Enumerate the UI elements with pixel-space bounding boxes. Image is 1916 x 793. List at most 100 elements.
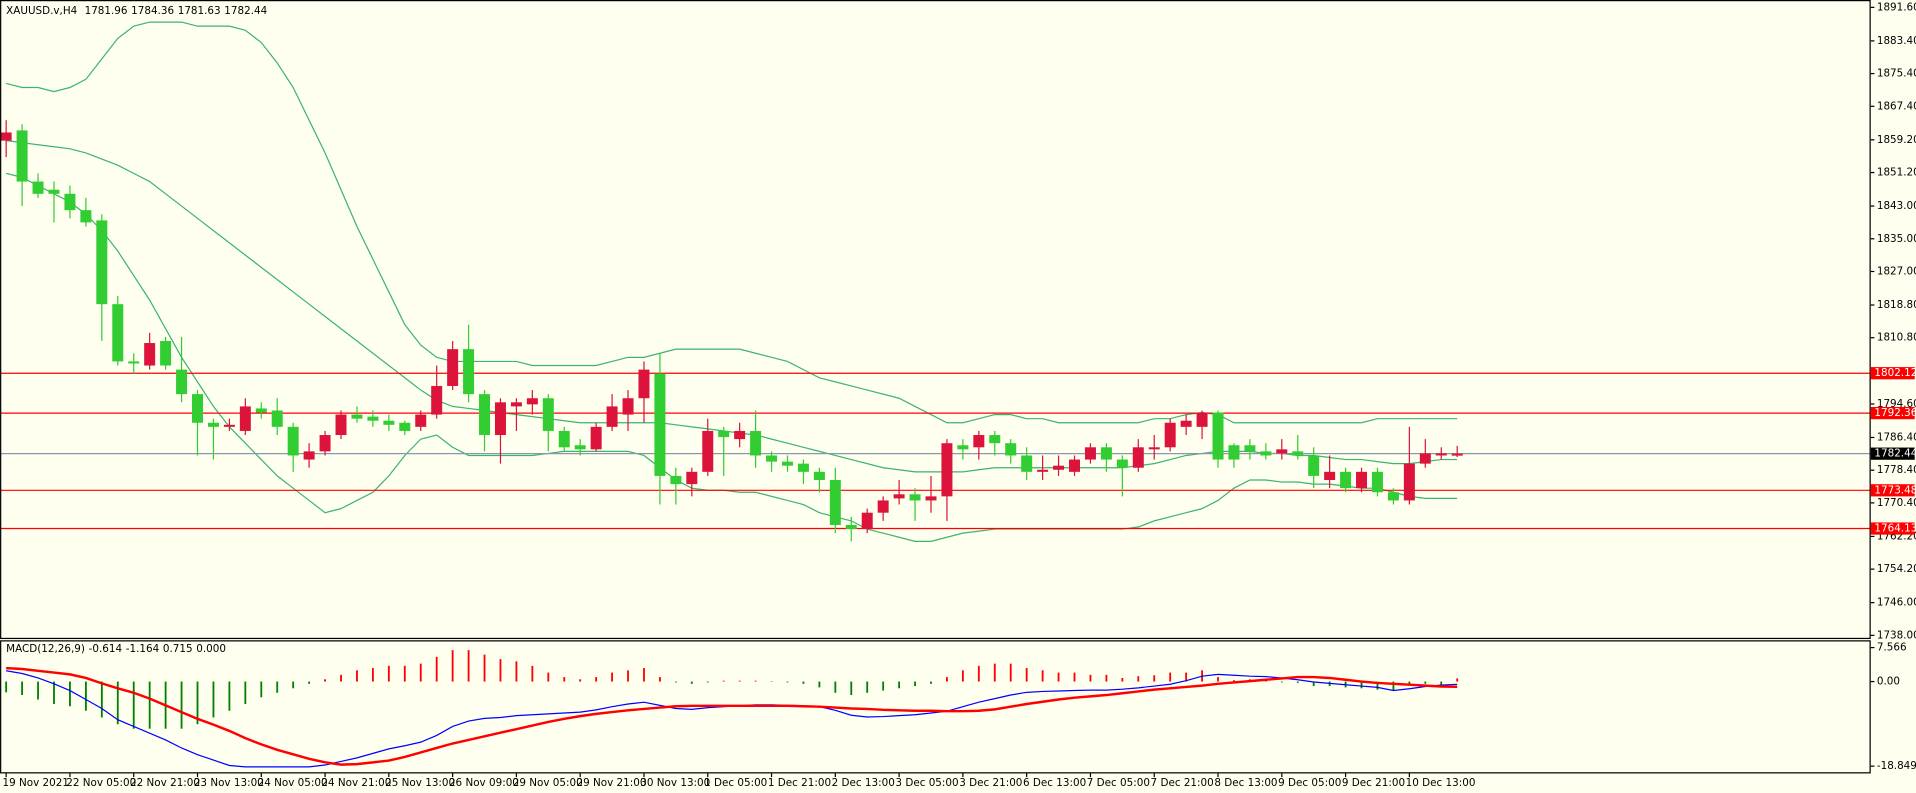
candle-body	[1260, 451, 1272, 456]
y-tick-label: 1835.00	[1877, 233, 1916, 245]
y-tick-label: 1843.00	[1877, 200, 1916, 212]
candle-body	[494, 402, 506, 436]
candle-body	[1435, 453, 1447, 456]
candle-body	[1276, 449, 1288, 454]
main-panel-frame	[0, 0, 1871, 640]
y-tick-label: 7.566	[1877, 642, 1907, 654]
candle-body	[271, 410, 283, 427]
y-tick-label: 1794.60	[1877, 398, 1916, 410]
candle-body	[1116, 459, 1128, 468]
y-tick-label: 1867.40	[1877, 100, 1916, 112]
x-tick-label: 24 Nov 21:00	[321, 777, 391, 789]
candle-body	[223, 424, 235, 427]
candle-body	[287, 426, 299, 456]
candle-body	[192, 394, 204, 423]
candle-body	[957, 445, 969, 450]
candle-body	[367, 416, 379, 421]
candle-body	[1308, 455, 1320, 476]
candle-body	[1403, 463, 1415, 501]
x-tick-label: 1 Dec 05:00	[704, 777, 767, 789]
candle-body	[766, 455, 778, 462]
candle-body	[128, 361, 140, 364]
candle-body	[510, 402, 522, 407]
candle-body	[574, 445, 586, 450]
candle-body	[160, 340, 172, 366]
candle-body	[415, 414, 427, 427]
candle-body	[750, 430, 762, 456]
price-label-box	[1870, 447, 1915, 460]
candle-body	[1419, 453, 1431, 464]
candle-body	[64, 193, 76, 211]
x-tick-label: 19 Nov 2021	[2, 777, 68, 789]
candle-body	[351, 414, 363, 419]
candle-body	[526, 398, 538, 405]
x-tick-label: 26 Nov 09:00	[449, 777, 519, 789]
candle-body	[16, 130, 28, 182]
candle-body	[32, 181, 44, 194]
candle-body	[1037, 469, 1049, 472]
candle-body	[319, 435, 331, 452]
candle-body	[813, 471, 825, 481]
low-value: 1781.63	[178, 5, 221, 17]
candle-body	[479, 394, 491, 436]
y-tick-label: 1770.40	[1877, 497, 1916, 509]
candle-body	[431, 385, 443, 415]
candle-body	[893, 494, 905, 499]
candle-body	[255, 408, 267, 413]
candle-body	[463, 349, 475, 395]
candle-body	[1164, 422, 1176, 448]
candle-body	[1053, 465, 1065, 470]
candle-body	[1196, 412, 1208, 427]
candle-body	[606, 406, 618, 427]
x-tick-label: 24 Nov 05:00	[258, 777, 328, 789]
x-tick-label: 7 Dec 21:00	[1151, 777, 1214, 789]
candle-body	[335, 414, 347, 436]
candle-body	[702, 430, 714, 472]
y-tick-label: 0.00	[1877, 676, 1900, 688]
x-tick-label: 1 Dec 21:00	[768, 777, 831, 789]
candle-body	[1100, 447, 1112, 460]
candle-body	[542, 398, 554, 431]
candle-body	[558, 430, 570, 448]
y-tick-label: 1738.00	[1877, 629, 1916, 641]
price-label-box	[1870, 522, 1915, 535]
macd-main-value: -0.614	[89, 643, 123, 655]
candle-body	[973, 435, 985, 448]
price-label: 1802.12	[1874, 367, 1916, 379]
y-tick-label: 1818.80	[1877, 299, 1916, 311]
macd-extra-value: 0.000	[196, 643, 226, 655]
candle-body	[447, 349, 459, 386]
macd-title: MACD(12,26,9)	[6, 643, 85, 655]
price-label-box	[1870, 484, 1915, 497]
candle-body	[718, 430, 730, 438]
candle-body	[1244, 445, 1256, 452]
candle-body	[1324, 471, 1336, 481]
y-tick-label: 1851.20	[1877, 167, 1916, 179]
x-tick-label: 23 Nov 13:00	[194, 777, 264, 789]
candle-body	[96, 220, 108, 305]
candle-body	[638, 369, 650, 399]
x-tick-label: 9 Dec 21:00	[1342, 777, 1405, 789]
x-tick-label: 22 Nov 21:00	[130, 777, 200, 789]
price-label: 1792.36	[1874, 407, 1916, 419]
candle-body	[383, 420, 395, 425]
candle-body	[144, 343, 156, 366]
candle-body	[1069, 459, 1081, 472]
candle-body	[941, 443, 953, 497]
candle-body	[1340, 471, 1352, 489]
open-value: 1781.96	[85, 5, 128, 17]
macd-header: MACD(12,26,9) -0.614 -1.164 0.715 0.000	[6, 643, 226, 655]
candle-body	[1005, 443, 1017, 456]
candle-body	[1132, 447, 1144, 468]
candle-body	[781, 461, 793, 466]
candle-body	[861, 512, 873, 530]
candle-body	[734, 430, 746, 440]
candle-body	[797, 463, 809, 472]
x-tick-label: 30 Nov 13:00	[640, 777, 710, 789]
candle-body	[207, 422, 219, 427]
candle-body	[176, 369, 188, 395]
candle-body	[845, 524, 857, 530]
candle-body	[877, 500, 889, 513]
